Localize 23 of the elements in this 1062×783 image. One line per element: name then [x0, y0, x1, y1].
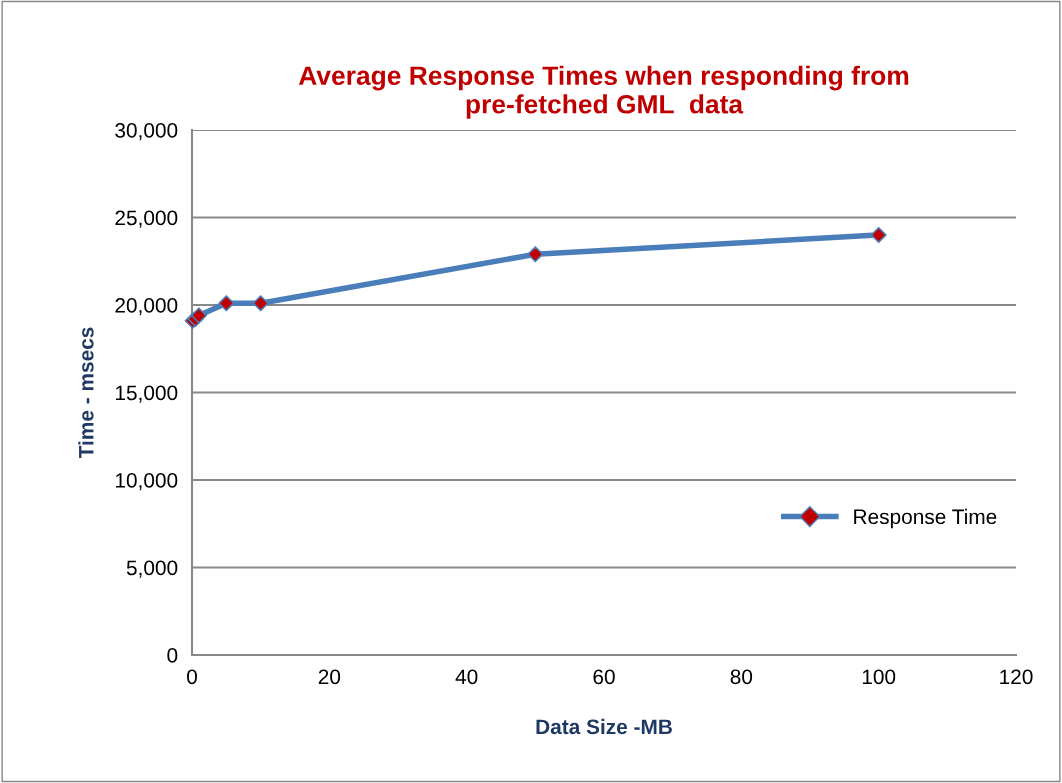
y-tick-label: 30,000 — [115, 123, 178, 141]
point — [252, 295, 269, 312]
chart-title: Average Response Times when responding from pre-fetched GML data — [298, 65, 909, 119]
legend-label: Response Time — [854, 508, 997, 529]
y-tick-label: 5,000 — [126, 560, 178, 578]
point — [190, 307, 207, 324]
y-tick-label: 25,000 — [115, 210, 178, 228]
point — [870, 226, 887, 244]
x-tick-label: 0 — [187, 669, 197, 685]
x-tick-label: 120 — [1000, 669, 1033, 685]
x-tick-label: 80 — [730, 669, 753, 685]
point — [527, 246, 544, 263]
x-axis-title: Data Size -MB — [536, 718, 672, 735]
point — [218, 295, 235, 312]
y-tick-label: 15,000 — [115, 385, 178, 403]
y-tick-label: 10,000 — [115, 473, 178, 491]
x-tick-label: 40 — [455, 669, 478, 685]
x-tick-label: 60 — [593, 669, 615, 685]
x-tick-label: 20 — [318, 669, 341, 685]
x-tick-label: 100 — [862, 669, 896, 685]
y-axis-title: Time - msecs — [78, 327, 94, 459]
y-tick-label: 0 — [167, 648, 178, 663]
y-tick-label: 20,000 — [115, 298, 178, 316]
